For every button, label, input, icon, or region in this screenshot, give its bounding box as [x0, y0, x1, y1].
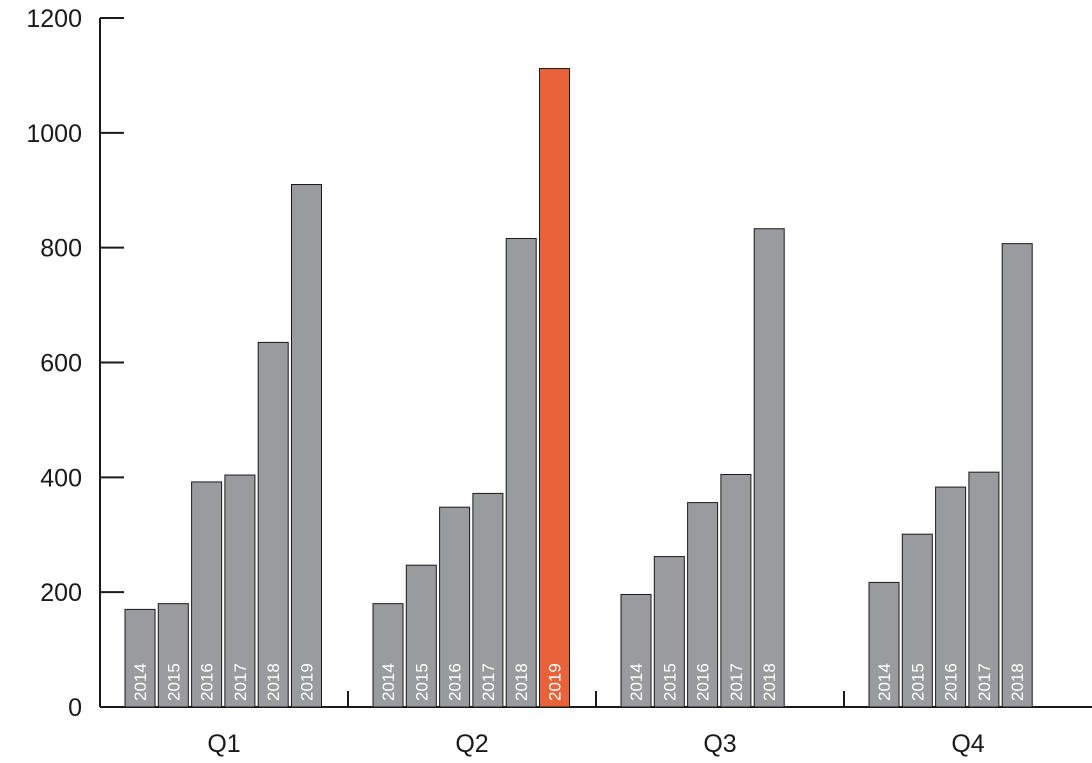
y-tick-label: 400 — [40, 464, 82, 492]
bar-year-label: 2018 — [1008, 663, 1027, 701]
y-tick-label: 600 — [40, 350, 82, 378]
bar-year-label: 2016 — [446, 663, 465, 701]
bar — [258, 342, 288, 707]
y-tick-label: 200 — [40, 579, 82, 607]
bar-year-label: 2014 — [131, 663, 150, 701]
y-tick-label: 800 — [40, 235, 82, 263]
bar-year-label: 2016 — [198, 663, 217, 701]
x-category-label: Q1 — [207, 730, 240, 758]
bar — [1002, 244, 1032, 707]
y-axis: 0 200 400 600 800 1000 1200 — [26, 5, 124, 722]
bars: 2014 2015 2016 2017 2018 2019 2014 2015 2016 2017… — [125, 69, 1032, 707]
bar-year-label: 2015 — [412, 663, 431, 701]
bar-year-label: 2019 — [546, 663, 565, 701]
y-tick-label: 0 — [68, 694, 82, 722]
bar-year-label: 2018 — [512, 663, 531, 701]
bar-year-label: 2018 — [264, 663, 283, 701]
bar-year-label: 2019 — [298, 663, 317, 701]
bar-year-label: 2017 — [231, 663, 250, 701]
y-tick-label: 1200 — [26, 5, 82, 33]
x-category-label: Q4 — [951, 730, 984, 758]
bar-year-label: 2015 — [908, 663, 927, 701]
bar-year-label: 2018 — [760, 663, 779, 701]
bar-year-label: 2017 — [727, 663, 746, 701]
x-category-label: Q2 — [455, 730, 488, 758]
bar-year-label: 2015 — [660, 663, 679, 701]
bar-year-label: 2017 — [479, 663, 498, 701]
bar-year-label: 2014 — [379, 663, 398, 701]
bar-year-label: 2015 — [164, 663, 183, 701]
bar-year-label: 2017 — [975, 663, 994, 701]
bar-year-label: 2014 — [875, 663, 894, 701]
bar — [754, 229, 784, 707]
y-tick-label: 1000 — [26, 120, 82, 148]
bar-year-label: 2016 — [942, 663, 961, 701]
bar — [506, 238, 536, 707]
bar — [292, 185, 322, 707]
x-category-label: Q3 — [703, 730, 736, 758]
bar-year-label: 2016 — [694, 663, 713, 701]
bar — [540, 69, 570, 707]
bar-year-label: 2014 — [627, 663, 646, 701]
